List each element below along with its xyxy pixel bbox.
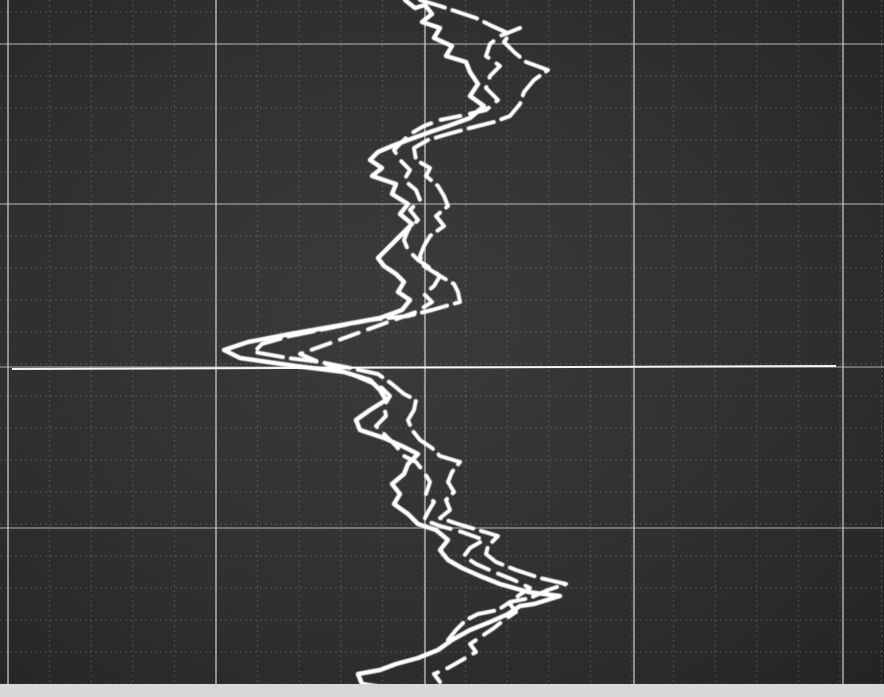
trace-dashed-upper — [254, 0, 566, 640]
signal-traces — [224, 0, 566, 697]
trace-solid — [224, 0, 560, 697]
bottom-edge-band — [0, 684, 884, 697]
